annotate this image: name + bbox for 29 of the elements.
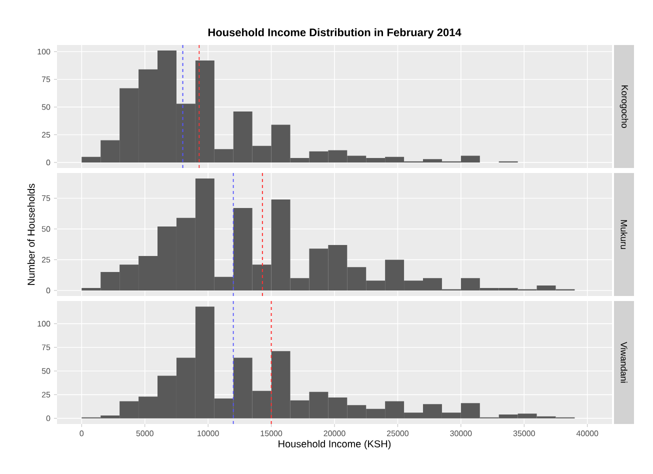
y-tick-label: 75 (42, 195, 50, 202)
y-tick-label: 25 (42, 256, 50, 263)
y-tick-label: 25 (42, 132, 50, 138)
y-axis-title: Number of Households (27, 184, 35, 285)
text: Viwandani (620, 342, 628, 383)
x-tick-label: 35000 (513, 430, 535, 436)
x-axis-title: Household Income (KSH) (278, 440, 391, 450)
x-tick-label: 15000 (260, 430, 282, 436)
text: Korogocho (620, 85, 628, 128)
y-tick-label: 0 (46, 160, 50, 166)
y-tick-label: 75 (42, 344, 50, 350)
x-tick-label: 20000 (324, 430, 346, 436)
chart-title: Household Income Distribution in February 2014 (208, 28, 462, 38)
x-tick-label: 40000 (576, 430, 598, 436)
y-tick-label: 100 (38, 48, 50, 54)
x-tick-label: 5000 (136, 430, 154, 436)
x-tick-label: 10000 (198, 430, 219, 436)
y-tick-label: 0 (46, 288, 50, 294)
y-tick-label: 75 (42, 76, 50, 82)
x-tick-label: 25000 (387, 430, 409, 436)
y-tick-label: 25 (42, 392, 50, 398)
y-tick-label: 50 (42, 104, 50, 110)
y-tick-label: 50 (42, 226, 50, 232)
x-tick-label: 0 (80, 430, 84, 436)
text: Mukuru (620, 220, 628, 249)
y-tick-label: 0 (46, 415, 50, 422)
y-tick-label: 50 (42, 368, 50, 374)
y-tick-label: 100 (38, 320, 50, 327)
x-tick-label: 30000 (450, 430, 472, 436)
